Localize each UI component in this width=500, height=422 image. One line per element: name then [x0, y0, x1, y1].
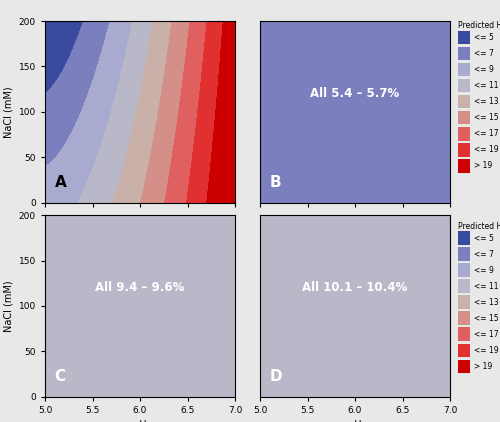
Y-axis label: NaCl (mM): NaCl (mM): [3, 280, 13, 332]
Text: B: B: [270, 175, 281, 190]
Text: D: D: [270, 369, 282, 384]
Text: <= 11: <= 11: [474, 81, 498, 90]
Text: All 5.4 – 5.7%: All 5.4 – 5.7%: [310, 87, 400, 100]
Text: Predicted HMW (%): Predicted HMW (%): [458, 21, 500, 30]
Text: <= 9: <= 9: [474, 65, 494, 74]
Text: <= 17: <= 17: [474, 330, 498, 339]
Text: <= 9: <= 9: [474, 265, 494, 275]
Text: <= 15: <= 15: [474, 314, 498, 323]
Text: All 9.4 – 9.6%: All 9.4 – 9.6%: [96, 281, 184, 294]
Text: All 10.1 – 10.4%: All 10.1 – 10.4%: [302, 281, 408, 294]
Text: A: A: [54, 175, 66, 190]
Text: <= 11: <= 11: [474, 281, 498, 291]
Text: <= 7: <= 7: [474, 249, 494, 259]
Text: > 19: > 19: [474, 362, 492, 371]
Text: > 19: > 19: [474, 161, 492, 170]
Text: C: C: [54, 369, 66, 384]
Y-axis label: NaCl (mM): NaCl (mM): [3, 86, 13, 138]
Text: <= 19: <= 19: [474, 145, 498, 154]
Text: <= 15: <= 15: [474, 113, 498, 122]
Text: <= 17: <= 17: [474, 129, 498, 138]
Text: Predicted HMW (%): Predicted HMW (%): [458, 222, 500, 230]
Text: <= 5: <= 5: [474, 233, 494, 243]
Text: <= 19: <= 19: [474, 346, 498, 355]
Text: <= 5: <= 5: [474, 33, 494, 42]
Text: <= 13: <= 13: [474, 97, 498, 106]
Text: <= 13: <= 13: [474, 298, 498, 307]
X-axis label: pH: pH: [133, 420, 147, 422]
Text: <= 7: <= 7: [474, 49, 494, 58]
X-axis label: pH: pH: [348, 420, 362, 422]
